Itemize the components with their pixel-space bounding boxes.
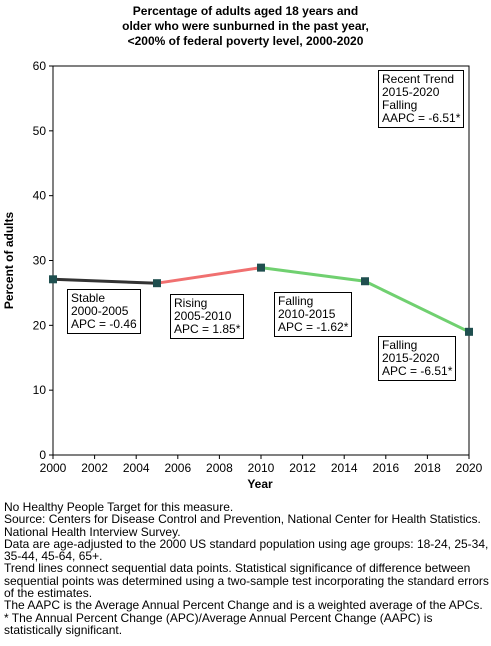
annotation-line: 2000-2005 [71,304,129,318]
annotation-line: Recent Trend [382,72,455,86]
footnote: No Healthy People Target for this measur… [4,500,234,514]
x-tick-label: 2002 [81,461,108,475]
annotation-line: Stable [71,291,106,305]
data-point [153,279,161,288]
footnote: Trend lines connect sequential data poin… [4,561,489,601]
y-tick-label: 50 [33,124,47,138]
y-tick-label: 40 [33,189,47,203]
footnote: Source: Centers for Disease Control and … [4,512,481,539]
y-tick-label: 10 [33,383,47,397]
annotation-line: 2005-2010 [174,309,232,323]
data-point [361,277,369,286]
chart-svg: 0 10 20 30 40 50 60 2000 2002 2004 2006 2008 2010 201… [2,59,483,491]
annotation-line: AAPC = -6.51* [382,111,461,125]
annotation-line: APC = -6.51* [382,364,453,378]
x-tick-label: 2020 [456,461,483,475]
footnotes: No Healthy People Target for this measur… [4,501,490,636]
chart-title-line-2: older who were sunburned in the past yea… [122,19,369,33]
x-tick-label: 2004 [123,461,150,475]
annotation-line: APC = -0.46 [71,317,137,331]
trend-segment-rising [155,266,263,285]
annotation-falling-2010-2015: Falling 2010-2015 APC = -1.62* [274,292,353,337]
chart-title-line-3: <200% of federal poverty level, 2000-202… [127,34,364,48]
annotation-line: Falling [382,338,418,352]
annotation-line: Falling [278,294,314,308]
data-markers [49,263,473,336]
data-point [465,327,473,336]
x-tick-label: 2012 [289,461,316,475]
x-tick-label: 2014 [331,461,358,475]
annotation-line: 2015-2020 [382,351,440,365]
data-point [49,275,57,284]
x-axis-label: Year [247,477,273,491]
trend-segment-stable [51,277,159,285]
footnote: * The Annual Percent Change (APC)/Averag… [4,610,433,637]
annotation-line: Falling [382,98,418,112]
x-tick-label: 2008 [206,461,233,475]
trend-lines [51,266,471,334]
trend-segment-falling [363,279,471,334]
x-tick-label: 2010 [248,461,275,475]
x-tick-label: 2000 [40,461,67,475]
chart-title: Percentage of adults aged 18 years and o… [0,4,491,49]
y-axis-label: Percent of adults [2,212,16,310]
x-tick-label: 2018 [414,461,441,475]
annotation-line: 2010-2015 [278,307,336,321]
x-tick-label: 2006 [164,461,191,475]
y-tick-label: 0 [39,448,46,462]
annotation-line: Rising [174,296,208,310]
annotation-line: 2015-2020 [382,85,440,99]
annotation-line: APC = -1.62* [278,320,349,334]
footnote: The AAPC is the Average Annual Percent C… [4,598,483,613]
y-tick-label: 20 [33,318,47,332]
footnote: Data are age-adjusted to the 2000 US sta… [4,536,489,564]
x-tick-label: 2016 [372,461,399,475]
y-tick-label: 60 [33,59,47,73]
data-point [257,263,265,272]
annotation-recent-trend: Recent Trend 2015-2020 Falling AAPC = -6… [378,70,465,128]
annotation-falling-2015-2020: Falling 2015-2020 APC = -6.51* [378,336,457,381]
trend-segment-falling [259,266,367,283]
y-tick-label: 30 [33,254,47,268]
annotation-stable: Stable 2000-2005 APC = -0.46 [67,289,141,334]
annotation-rising: Rising 2005-2010 APC = 1.85* [170,294,245,339]
axes: 0 10 20 30 40 50 60 2000 2002 2004 2006 2008 2010 201… [33,59,483,475]
chart-title-line-1: Percentage of adults aged 18 years and [132,4,359,18]
annotation-line: APC = 1.85* [174,322,241,336]
